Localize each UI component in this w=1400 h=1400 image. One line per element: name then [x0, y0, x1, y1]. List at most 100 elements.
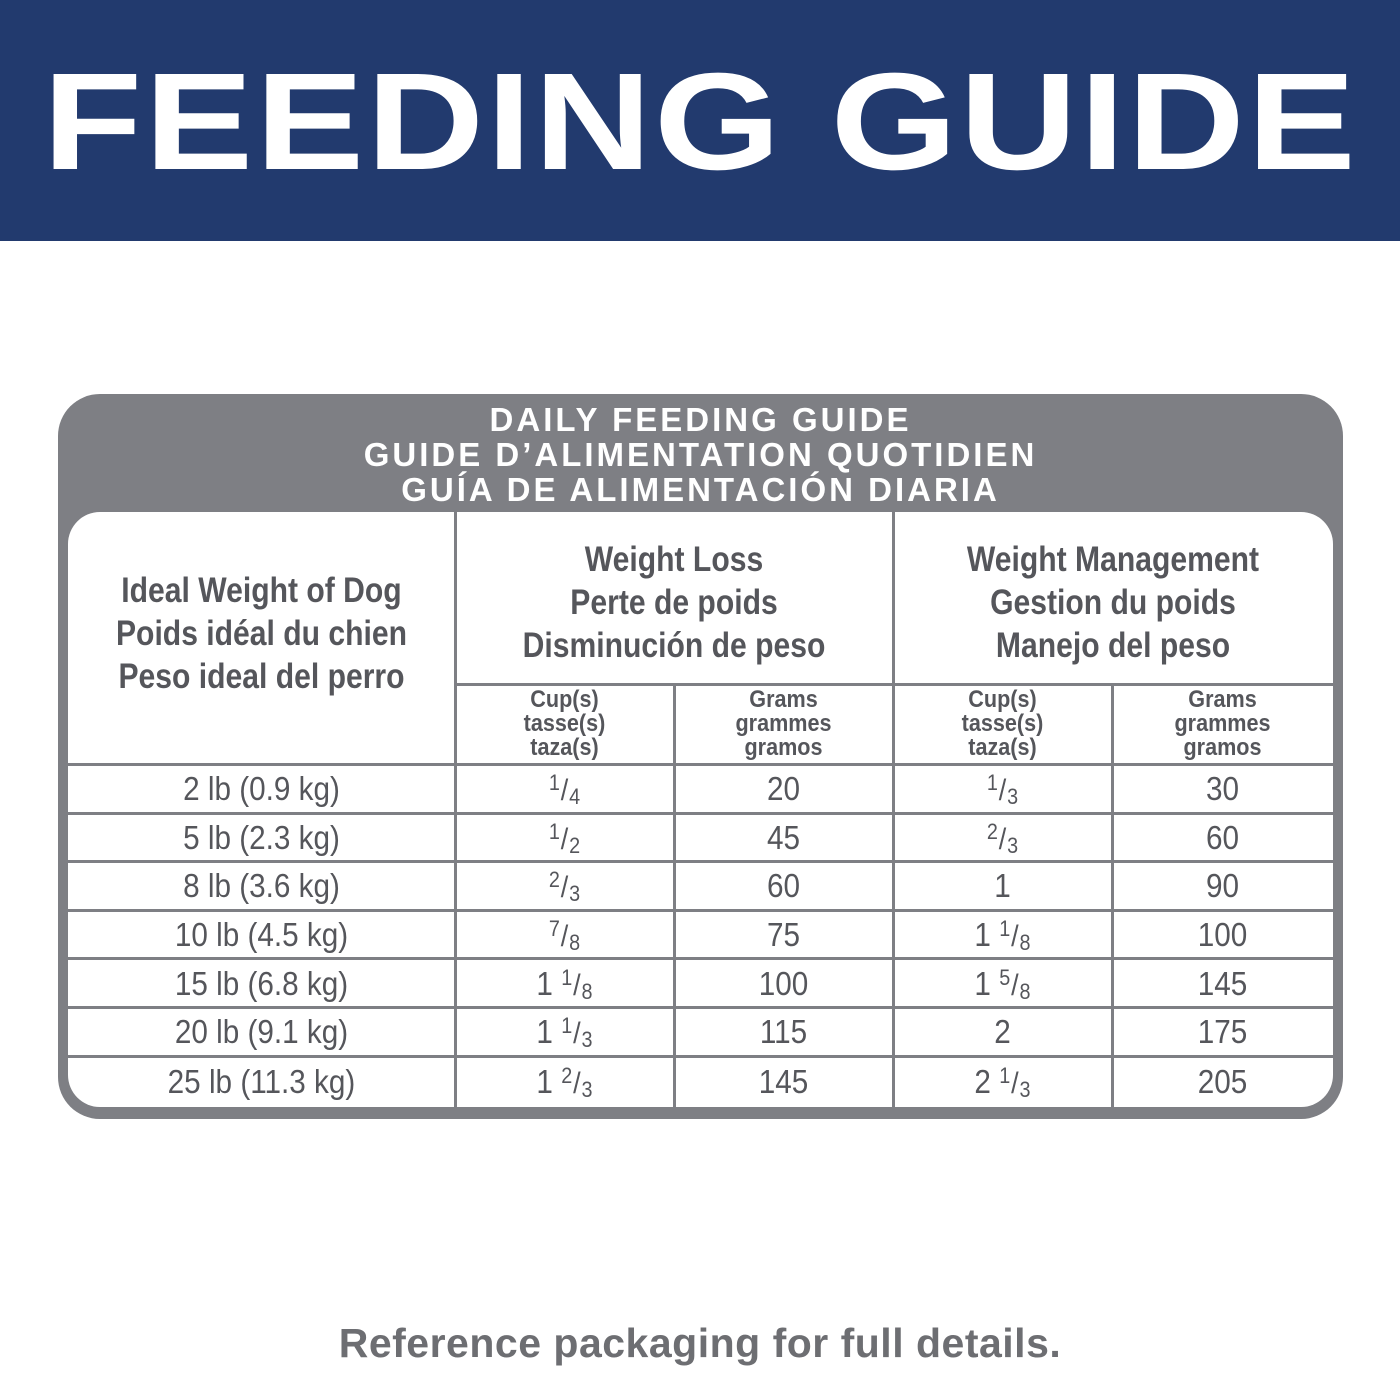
loss-grams-cell: 45: [766, 818, 801, 856]
management-grams-cell: 60: [1205, 818, 1240, 856]
fraction-whole: 1: [536, 1013, 553, 1051]
loss-cups-cell: 1 2/3: [466, 1058, 663, 1107]
loss-cups-cell: 1 1/8: [466, 960, 663, 1007]
card-header: DAILY FEEDING GUIDE GUIDE D’ALIMENTATION…: [58, 394, 1343, 512]
fraction-numerator: 2: [986, 818, 998, 844]
management-cups-cell: 1 1/8: [904, 912, 1101, 959]
group-header-line: Gestion du poids: [990, 582, 1236, 622]
fraction-denominator: 8: [1019, 930, 1031, 956]
management-cups-cell: 2: [904, 1009, 1101, 1056]
fraction-slash: /: [560, 920, 569, 954]
fraction-value: 1: [994, 867, 1011, 905]
fraction-denominator: 8: [1019, 978, 1031, 1004]
subheader-line: Cup(s): [530, 686, 599, 713]
fraction-slash: /: [573, 1067, 581, 1101]
fraction-numerator: 5: [999, 964, 1011, 990]
fraction-slash: /: [1011, 920, 1019, 954]
fraction-denominator: 3: [569, 881, 581, 907]
fraction-value: 1 1/8: [536, 965, 592, 1003]
management-cups-cell: 1 5/8: [904, 960, 1101, 1007]
fraction-value: 1 5/8: [974, 965, 1030, 1003]
management-grams-cell: 205: [1197, 1063, 1248, 1101]
subheader-line: gramos: [744, 734, 823, 761]
weight-cell: 15 lb (6.8 kg): [174, 964, 349, 1002]
weight-header-line: Ideal Weight of Dog: [121, 570, 402, 610]
loss-grams-cell: 100: [758, 964, 809, 1002]
group-header-line: Perte de poids: [570, 582, 778, 622]
fraction-slash: /: [560, 822, 569, 856]
fraction-denominator: 3: [1007, 832, 1019, 858]
management-grams-cell: 175: [1197, 1013, 1248, 1051]
table-divider: [68, 957, 1333, 961]
subheader-line: gramos: [1183, 734, 1262, 761]
loss-grams-cell: 75: [766, 916, 801, 954]
weight-header-line: Peso ideal del perro: [118, 656, 405, 696]
fraction-numerator: 1: [561, 1013, 573, 1039]
subheader-line: grammes: [1174, 710, 1271, 737]
fraction-numerator: 1: [548, 770, 560, 796]
table-divider: [1111, 684, 1114, 1107]
loss-grams-cell: 20: [766, 770, 801, 808]
fraction-whole: 1: [536, 1063, 553, 1101]
fraction-numerator: 2: [548, 867, 560, 893]
grams-subheader: Grams grammes gramos: [1123, 684, 1322, 764]
management-cups-cell: 2 1/3: [904, 1058, 1101, 1107]
card-title-french: GUIDE D’ALIMENTATION QUOTIDIEN: [363, 435, 1038, 473]
fraction-whole: 1: [536, 964, 553, 1002]
loss-cups-cell: 1 1/3: [466, 1009, 663, 1056]
card-title-spanish: GUÍA DE ALIMENTACIÓN DIARIA: [401, 470, 1000, 508]
management-cups-cell: 1: [904, 863, 1101, 910]
fraction-whole: 2: [974, 1063, 991, 1101]
fraction-value: 2/3: [549, 867, 580, 905]
fraction-numerator: 1: [999, 1063, 1011, 1089]
feeding-table: Ideal Weight of Dog Poids idéal du chien P…: [68, 512, 1333, 1107]
table-divider: [68, 908, 1333, 912]
group-header-line: Disminución de peso: [522, 625, 826, 665]
fraction-value: 1 2/3: [536, 1063, 592, 1101]
fraction-denominator: 3: [1019, 1077, 1031, 1103]
table-divider: [892, 512, 895, 1107]
subheader-line: Cup(s): [968, 686, 1037, 713]
fraction-value: 1/2: [549, 819, 580, 857]
management-grams-cell: 145: [1197, 964, 1248, 1002]
weight-cell: 8 lb (3.6 kg): [183, 867, 340, 905]
banner: FEEDING GUIDE: [0, 0, 1400, 241]
fraction-denominator: 3: [581, 1077, 593, 1103]
group-header-line: Weight Loss: [584, 539, 764, 579]
table-divider: [68, 860, 1333, 864]
fraction-whole: 1: [994, 867, 1011, 905]
weight-column-header: Ideal Weight of Dog Poids idéal du chien P…: [95, 542, 428, 724]
fraction-numerator: 1: [986, 770, 998, 796]
cups-subheader: Cup(s) tasse(s) taza(s): [904, 684, 1101, 764]
grams-subheader: Grams grammes gramos: [685, 684, 882, 764]
table-divider: [455, 683, 1333, 686]
fraction-slash: /: [560, 871, 569, 905]
weight-management-header: Weight Management Gestion du poids Manejo …: [924, 520, 1302, 684]
fraction-denominator: 4: [569, 784, 581, 810]
subheader-line: taza(s): [530, 734, 599, 761]
loss-grams-cell: 145: [758, 1063, 809, 1101]
loss-cups-cell: 1/2: [466, 815, 663, 862]
fraction-value: 1/4: [549, 770, 580, 808]
fraction-numerator: 1: [999, 916, 1011, 942]
weight-cell: 20 lb (9.1 kg): [174, 1013, 349, 1051]
fraction-numerator: 1: [548, 818, 560, 844]
fraction-value: 2: [994, 1013, 1011, 1051]
weight-loss-header: Weight Loss Perte de poids Disminución de …: [486, 520, 863, 684]
group-header-line: Weight Management: [966, 539, 1260, 579]
fraction-value: 2/3: [987, 819, 1018, 857]
loss-cups-cell: 7/8: [466, 912, 663, 959]
fraction-slash: /: [573, 1017, 581, 1051]
management-grams-cell: 90: [1205, 867, 1240, 905]
table-divider: [68, 811, 1333, 815]
fraction-slash: /: [1011, 968, 1019, 1002]
fraction-whole: 2: [994, 1013, 1011, 1051]
fraction-slash: /: [560, 774, 569, 808]
weight-cell: 5 lb (2.3 kg): [183, 818, 340, 856]
management-grams-cell: 100: [1197, 916, 1248, 954]
fraction-slash: /: [998, 774, 1007, 808]
weight-cell: 2 lb (0.9 kg): [183, 770, 340, 808]
fraction-value: 1 1/3: [536, 1013, 592, 1051]
fraction-denominator: 8: [569, 930, 581, 956]
subheader-line: taza(s): [968, 734, 1037, 761]
